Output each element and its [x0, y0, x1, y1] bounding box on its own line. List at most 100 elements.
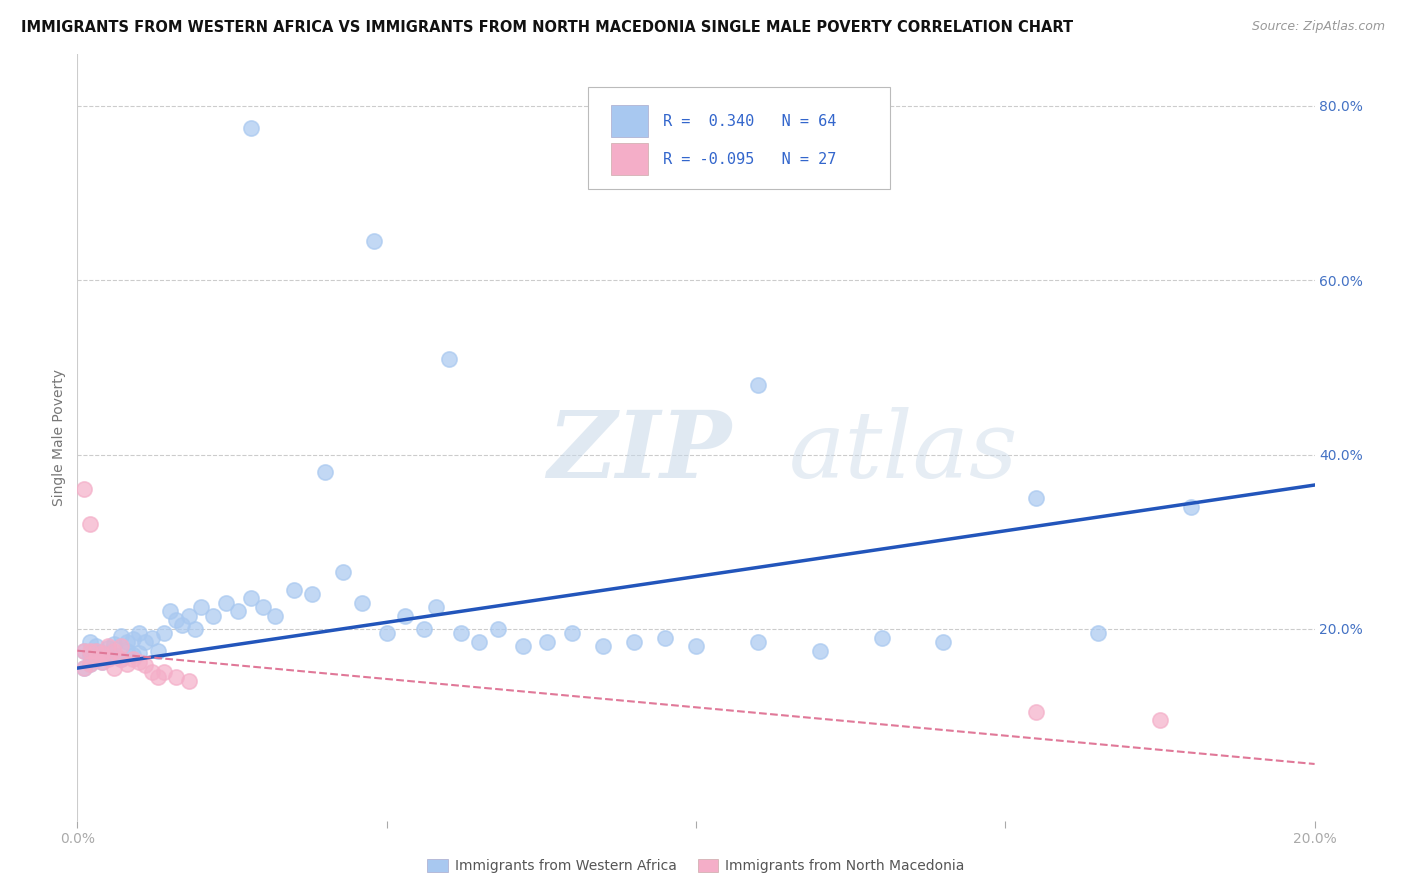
Text: R =  0.340   N = 64: R = 0.340 N = 64	[662, 113, 837, 128]
Text: Source: ZipAtlas.com: Source: ZipAtlas.com	[1251, 20, 1385, 33]
Point	[536, 635, 558, 649]
Point	[122, 648, 145, 662]
Point	[592, 640, 614, 654]
Point	[332, 565, 354, 579]
Point	[184, 622, 207, 636]
Point	[264, 608, 287, 623]
Point	[79, 648, 101, 662]
Point	[110, 629, 132, 643]
Point	[103, 648, 125, 662]
Point	[153, 626, 176, 640]
Point	[747, 635, 769, 649]
Point	[79, 643, 101, 657]
Point	[165, 613, 187, 627]
Point	[159, 604, 181, 618]
Point	[1025, 491, 1047, 505]
Point	[375, 626, 398, 640]
Point	[141, 665, 163, 680]
Point	[122, 652, 145, 666]
Point	[1087, 626, 1109, 640]
Point	[512, 640, 534, 654]
Point	[314, 465, 336, 479]
Point	[134, 635, 156, 649]
Point	[215, 596, 238, 610]
Point	[97, 652, 120, 666]
Point	[72, 661, 94, 675]
Point	[1025, 705, 1047, 719]
Point	[486, 622, 509, 636]
Point	[654, 631, 676, 645]
Point	[239, 120, 262, 135]
Point	[103, 661, 125, 675]
Point	[252, 600, 274, 615]
Point	[110, 640, 132, 654]
Point	[450, 626, 472, 640]
Point	[165, 670, 187, 684]
Point	[468, 635, 491, 649]
FancyBboxPatch shape	[588, 87, 890, 189]
Point	[115, 635, 138, 649]
FancyBboxPatch shape	[610, 144, 648, 176]
Point	[394, 608, 416, 623]
Point	[91, 646, 114, 660]
Point	[97, 649, 120, 664]
Point	[146, 643, 169, 657]
Point	[283, 582, 305, 597]
Point	[190, 600, 212, 615]
Point	[623, 635, 645, 649]
Point	[747, 377, 769, 392]
Point	[128, 646, 150, 660]
Point	[72, 643, 94, 657]
Point	[97, 640, 120, 654]
Point	[412, 622, 434, 636]
Point	[79, 657, 101, 671]
Text: ZIP: ZIP	[547, 408, 731, 498]
Point	[79, 635, 101, 649]
Point	[103, 643, 125, 657]
Point	[808, 643, 831, 657]
Point	[84, 643, 107, 657]
Text: IMMIGRANTS FROM WESTERN AFRICA VS IMMIGRANTS FROM NORTH MACEDONIA SINGLE MALE PO: IMMIGRANTS FROM WESTERN AFRICA VS IMMIGR…	[21, 20, 1073, 35]
Point	[239, 591, 262, 606]
Point	[202, 608, 225, 623]
Point	[110, 652, 132, 666]
Point	[91, 655, 114, 669]
Point	[72, 661, 94, 675]
Point	[685, 640, 707, 654]
Text: atlas: atlas	[789, 408, 1018, 498]
Legend: Immigrants from Western Africa, Immigrants from North Macedonia: Immigrants from Western Africa, Immigran…	[422, 854, 970, 879]
Point	[177, 608, 200, 623]
Text: R = -0.095   N = 27: R = -0.095 N = 27	[662, 152, 837, 167]
Point	[561, 626, 583, 640]
Point	[110, 652, 132, 666]
Point	[177, 674, 200, 689]
Point	[172, 617, 194, 632]
Point	[128, 655, 150, 669]
Point	[1149, 714, 1171, 728]
Point	[84, 652, 107, 666]
Point	[84, 640, 107, 654]
Y-axis label: Single Male Poverty: Single Male Poverty	[52, 368, 66, 506]
Point	[84, 652, 107, 666]
Point	[932, 635, 955, 649]
FancyBboxPatch shape	[610, 105, 648, 137]
Point	[437, 351, 460, 366]
Point	[350, 596, 373, 610]
Point	[141, 631, 163, 645]
Point	[363, 234, 385, 248]
Point	[128, 626, 150, 640]
Point	[870, 631, 893, 645]
Point	[301, 587, 323, 601]
Point	[84, 643, 107, 657]
Point	[91, 646, 114, 660]
Point	[79, 517, 101, 532]
Point	[79, 657, 101, 671]
Point	[103, 637, 125, 651]
Point	[425, 600, 447, 615]
Point	[115, 657, 138, 671]
Point	[72, 643, 94, 657]
Point	[72, 483, 94, 497]
Point	[134, 658, 156, 673]
Point	[115, 643, 138, 657]
Point	[226, 604, 249, 618]
